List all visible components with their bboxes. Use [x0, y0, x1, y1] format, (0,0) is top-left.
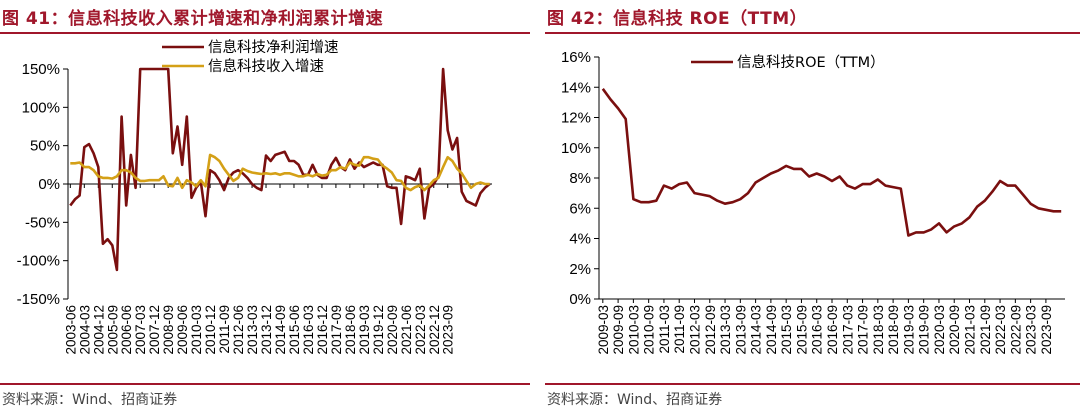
x-tick-label: 2015-03 [779, 305, 794, 355]
x-tick-label: 2006-06 [119, 305, 134, 355]
x-tick-label: 2010-12 [203, 305, 218, 355]
x-tick-label: 2018-03 [871, 305, 886, 355]
x-tick-label: 2014-09 [273, 305, 288, 355]
y-tick-label: 14% [561, 79, 591, 96]
panel-roe-ttm: 图 42：信息科技 ROE（TTM） 16% 14% 12% 10% 8% 6% 4% 2% 0… [545, 0, 1080, 417]
x-tick-label: 2005-09 [105, 305, 120, 355]
x-tick-label: 2022-09 [1008, 305, 1023, 355]
x-tick-label: 2021-09 [978, 305, 993, 355]
x-tick-label: 2012-09 [703, 305, 718, 355]
chart-title: 图 42：信息科技 ROE（TTM） [547, 9, 808, 29]
y-tick-label: 4% [569, 231, 591, 248]
x-tick-label: 2013-03 [245, 305, 260, 355]
x-tick-label: 2022-12 [427, 305, 442, 355]
series-line-secondary [70, 153, 490, 192]
x-tick-label: 2021-06 [399, 305, 414, 355]
source-rule [0, 383, 530, 385]
x-tick-label: 2011-09 [217, 305, 232, 354]
x-tick-label: 2010-09 [642, 305, 657, 355]
x-tick-label: 2013-12 [259, 305, 274, 355]
x-tick-label: 2011-09 [672, 305, 687, 354]
x-tick-label: 2016-03 [301, 305, 316, 355]
x-tick-label: 2020-09 [385, 305, 400, 355]
x-tick-label: 2022-03 [993, 305, 1008, 355]
x-tick-label: 2014-09 [764, 305, 779, 355]
series-line-primary [69, 67, 491, 272]
x-tick-label: 2013-09 [733, 305, 748, 355]
y-tick-label: 0% [569, 291, 591, 308]
title-rule [545, 32, 1080, 34]
x-tick-label: 2018-06 [343, 305, 358, 355]
x-tick-label: 2012-06 [231, 305, 246, 355]
y-tick-label: 12% [561, 110, 591, 127]
x-tick-label: 2010-03 [626, 305, 641, 355]
y-tick-label: 100% [22, 99, 60, 116]
x-tick-label: 2016-03 [810, 305, 825, 355]
x-tick-label: 2008-09 [161, 305, 176, 355]
x-tick-label: 2018-09 [886, 305, 901, 355]
source-note: 资料来源：Wind、招商证券 [547, 392, 723, 408]
x-tick-label: 2009-09 [611, 305, 626, 355]
x-tick-label: 2007-12 [147, 305, 162, 355]
legend-label: 信息科技收入增速 [208, 58, 324, 75]
y-tick-label: 50% [30, 138, 60, 155]
y-tick-label: 2% [569, 261, 591, 278]
x-tick-label: 2019-09 [917, 305, 932, 355]
x-tick-label: 2015-06 [287, 305, 302, 355]
title-rule [0, 32, 530, 34]
roe-line-chart: 16%14%12%10%8%6%4%2%0%2009-03 2009-09 2010… [561, 49, 1065, 355]
y-tick-label: 0% [38, 176, 60, 193]
y-tick-label: 8% [569, 170, 591, 187]
y-tick-label: -50% [25, 214, 60, 231]
y-tick-label: 150% [22, 61, 60, 78]
chart-title: 图 41：信息科技收入累计增速和净利润累计增速 [2, 9, 384, 29]
legend-label: 信息科技净利润增速 [208, 39, 339, 56]
x-tick-label: 2009-06 [175, 305, 190, 355]
x-tick-label: 2020-03 [932, 305, 947, 355]
series-line-primary [601, 88, 1062, 237]
x-tick-label: 2023-09 [1039, 305, 1054, 355]
y-tick-label: -100% [17, 253, 60, 270]
x-tick-label: 2017-09 [856, 305, 871, 355]
legend-label: 信息科技ROE（TTM） [737, 54, 885, 71]
x-tick-label: 2009-03 [596, 305, 611, 355]
x-tick-label: 2017-03 [840, 305, 855, 355]
y-tick-label: 10% [561, 140, 591, 157]
x-tick-label: 2019-03 [357, 305, 372, 355]
x-tick-label: 2012-03 [687, 305, 702, 355]
y-tick-label: -150% [17, 291, 60, 308]
source-note: 资料来源：Wind、招商证券 [2, 392, 178, 408]
x-tick-label: 2007-03 [133, 305, 148, 355]
x-tick-label: 2013-03 [718, 305, 733, 355]
x-tick-label: 2015-09 [794, 305, 809, 355]
y-tick-label: 6% [569, 200, 591, 217]
x-tick-label: 2016-09 [825, 305, 840, 355]
x-tick-label: 2023-09 [441, 305, 456, 355]
x-tick-label: 2022-03 [413, 305, 428, 355]
x-tick-label: 2020-09 [947, 305, 962, 355]
x-tick-label: 2016-12 [315, 305, 330, 355]
x-tick-label: 2004-12 [91, 305, 106, 355]
x-tick-label: 2003-06 [63, 305, 78, 355]
x-tick-label: 2014-03 [749, 305, 764, 355]
x-tick-label: 2019-12 [371, 305, 386, 355]
x-tick-label: 2021-03 [963, 305, 978, 355]
x-tick-label: 2004-03 [77, 305, 92, 355]
x-tick-label: 2011-03 [657, 305, 672, 354]
source-rule [545, 383, 1080, 385]
growth-line-chart: 150% 100% 50% 0% -50% -100% -150%2003-062004-0… [17, 39, 492, 355]
x-tick-label: 2019-03 [901, 305, 916, 355]
y-tick-label: 16% [561, 49, 591, 66]
x-tick-label: 2023-03 [1024, 305, 1039, 355]
x-tick-label: 2017-09 [329, 305, 344, 355]
panel-revenue-profit-growth: 图 41：信息科技收入累计增速和净利润累计增速 150% 100% 50% 0% -50… [0, 0, 530, 417]
x-tick-label: 2010-03 [189, 305, 204, 355]
